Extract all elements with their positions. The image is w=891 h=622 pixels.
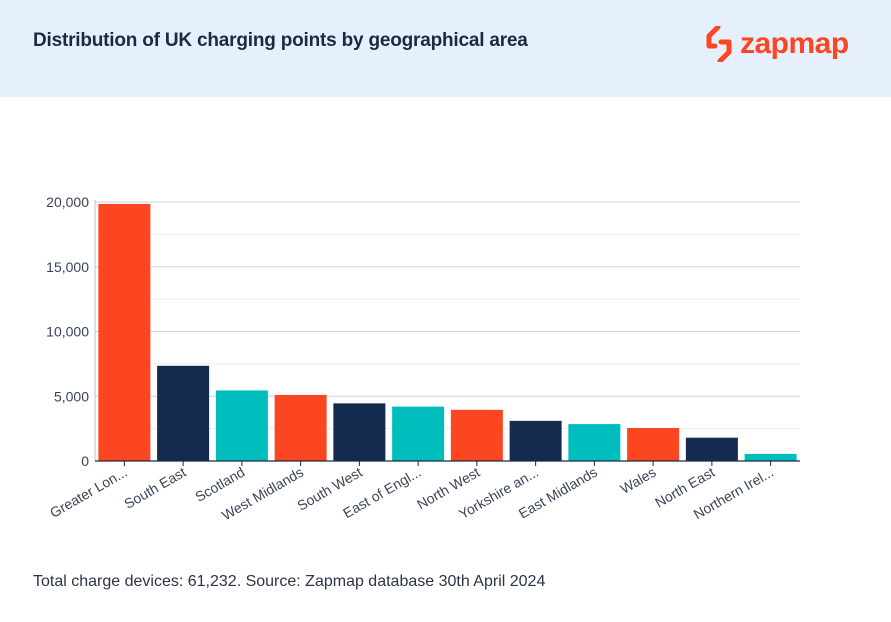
bar-2 (157, 365, 210, 461)
y-tick-label: 20,000 (46, 194, 89, 210)
y-tick-label: 0 (81, 453, 89, 469)
bar-9 (568, 424, 621, 461)
bar-5 (333, 403, 386, 461)
y-tick-label: 10,000 (46, 324, 89, 340)
bar-11 (685, 437, 738, 461)
x-tick-label: Greater Lon... (47, 464, 130, 521)
bar-4 (274, 394, 327, 461)
y-tick-label: 5,000 (54, 388, 89, 404)
y-tick-label: 15,000 (46, 259, 89, 275)
brand-logo[interactable]: zapmap (704, 24, 849, 64)
bar-10 (627, 427, 680, 461)
bar-1 (98, 203, 151, 461)
source-footnote: Total charge devices: 61,232. Source: Za… (33, 573, 546, 590)
bar-3 (215, 390, 268, 461)
bar-12 (744, 453, 797, 461)
bar-6 (392, 406, 445, 461)
brand-name: zapmap (740, 27, 849, 60)
chart-title: Distribution of UK charging points by ge… (33, 30, 528, 51)
header-banner: Distribution of UK charging points by ge… (0, 0, 891, 97)
bar-7 (450, 409, 503, 461)
x-tick-label: Wales (617, 464, 658, 497)
x-tick-label: South East (121, 464, 188, 512)
lightning-bolt-icon (706, 26, 732, 62)
bar-8 (509, 420, 562, 461)
bar-chart: 0 5,000 10,000 15,000 20,000 Greater Lon...So… (46, 194, 800, 523)
